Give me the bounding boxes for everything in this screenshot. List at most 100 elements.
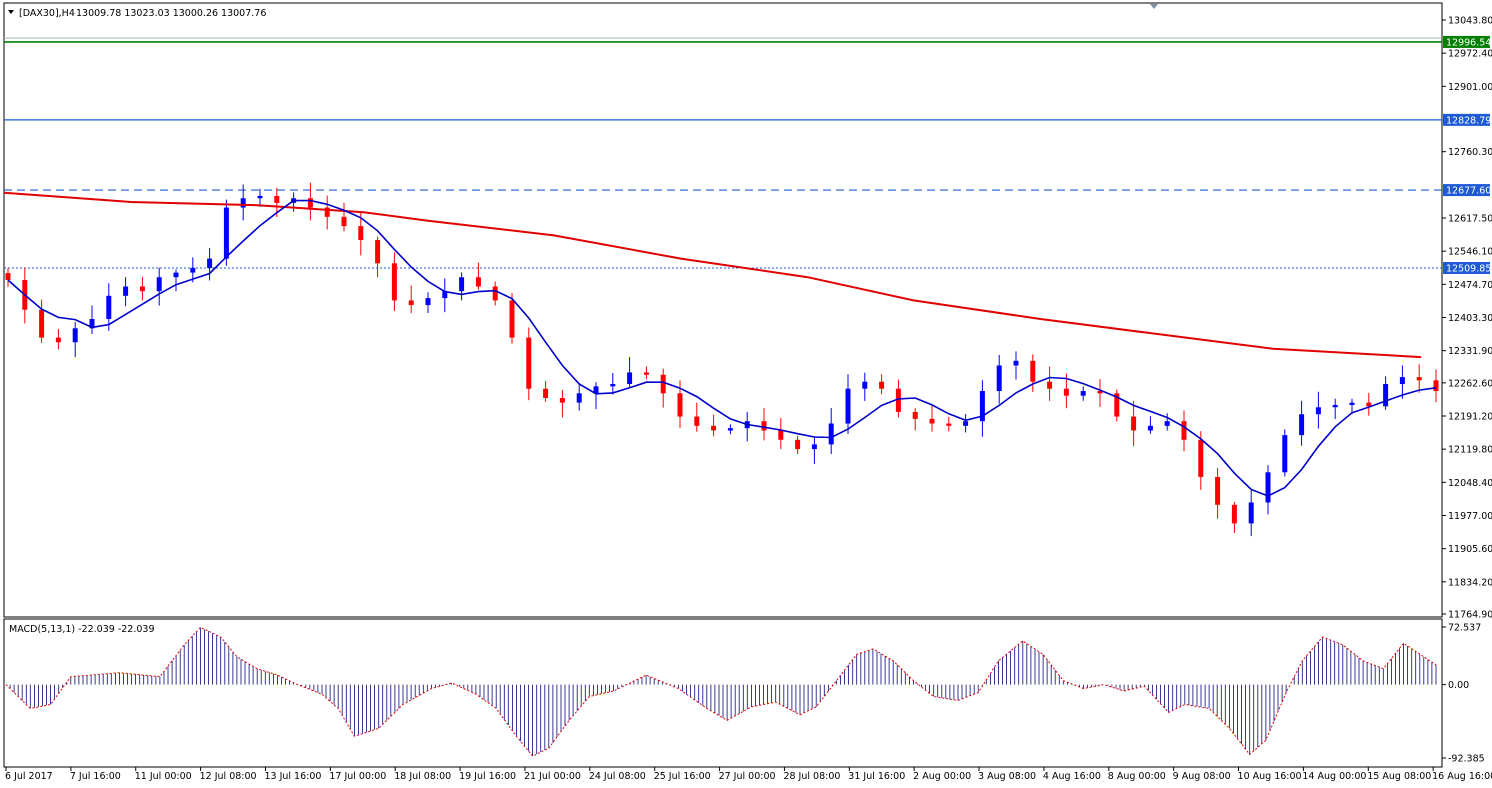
candle-body — [1080, 391, 1086, 396]
price-tick-label: 12901.00 — [1448, 82, 1492, 93]
candle-body — [1063, 388, 1069, 396]
candle-body — [711, 425, 717, 431]
time-tick-label: 11 Jul 00:00 — [135, 771, 192, 782]
time-tick-label: 25 Jul 16:00 — [654, 771, 711, 782]
time-tick-label: 24 Jul 08:00 — [589, 771, 646, 782]
level-price-label: 12509.85 — [1446, 263, 1491, 274]
candle-body — [795, 439, 801, 450]
candle-body — [811, 444, 817, 450]
candle-body — [408, 300, 414, 306]
candle-body — [442, 291, 448, 299]
price-tick-label: 12474.70 — [1448, 280, 1492, 291]
time-tick-label: 17 Jul 00:00 — [329, 771, 386, 782]
candle-body — [1181, 421, 1187, 440]
macd-histogram — [5, 627, 1437, 757]
candle-body — [1282, 435, 1288, 473]
candle-body — [778, 430, 784, 440]
level-price-label: 12996.54 — [1446, 37, 1491, 48]
time-tick-label: 7 Jul 16:00 — [70, 771, 121, 782]
price-tick-label: 12972.40 — [1448, 49, 1492, 60]
candle-body — [828, 423, 834, 445]
candle-body — [341, 216, 347, 227]
candle-body — [1265, 472, 1271, 503]
time-tick-label: 6 Jul 2017 — [5, 771, 53, 782]
price-tick-label: 12403.30 — [1448, 313, 1492, 324]
candle-body — [1215, 476, 1221, 505]
price-tick-label: 11905.60 — [1448, 544, 1492, 555]
candle-body — [89, 319, 95, 329]
time-tick-label: 16 Aug 16:00 — [1432, 771, 1492, 782]
candle-body — [509, 300, 515, 338]
candle-body — [274, 195, 280, 203]
time-tick-label: 9 Aug 08:00 — [1173, 771, 1231, 782]
candle-body — [1332, 404, 1338, 408]
price-tick-label: 12191.20 — [1448, 412, 1492, 423]
macd-label: MACD(5,13,1) -22.039 -22.039 — [9, 624, 154, 635]
candle-body — [492, 286, 498, 301]
candle-body — [1097, 391, 1103, 394]
ma-fast-layer — [7, 199, 1437, 497]
candle-body — [996, 365, 1002, 392]
candle-body — [1349, 402, 1355, 405]
candle-body — [593, 386, 599, 394]
time-tick-label: 18 Jul 08:00 — [394, 771, 451, 782]
candle-body — [694, 416, 700, 426]
candle-body — [912, 411, 918, 419]
candle-body — [1299, 414, 1305, 436]
time-tick-label: 31 Jul 16:00 — [848, 771, 905, 782]
candle-body — [1164, 421, 1170, 426]
time-tick-label: 4 Aug 16:00 — [1043, 771, 1101, 782]
candle-body — [862, 381, 868, 389]
macd-tick-label: -92.385 — [1448, 754, 1485, 765]
candle-body — [1147, 425, 1153, 431]
level-price-label: 12828.79 — [1446, 115, 1491, 126]
candle-body — [324, 207, 330, 217]
macd-tick-label: 0.00 — [1448, 680, 1469, 691]
candle-body — [1030, 360, 1036, 382]
level-price-label: 12677.60 — [1446, 186, 1491, 197]
triangle-down-icon[interactable] — [8, 10, 14, 14]
candle-body — [223, 207, 229, 259]
chart-shift-marker-icon[interactable] — [1150, 4, 1158, 9]
level-price-box — [1443, 184, 1490, 197]
macd-signal-line — [5, 626, 1437, 757]
candle-body — [106, 295, 112, 320]
candle-body — [946, 423, 952, 426]
ohlc-values: 13009.78 13023.03 13000.26 13007.76 — [76, 8, 266, 19]
candle-body — [526, 337, 532, 389]
candle-body — [1013, 360, 1019, 366]
level-price-box — [1443, 113, 1490, 126]
level-price-box — [1443, 35, 1490, 48]
candle-body — [761, 421, 767, 431]
time-tick-label: 19 Jul 16:00 — [459, 771, 516, 782]
candle-body — [72, 328, 78, 343]
macd-signal-layer — [5, 626, 1437, 757]
candle-body — [1198, 439, 1204, 477]
candle-body — [543, 388, 549, 398]
price-tick-label: 11977.00 — [1448, 511, 1492, 522]
ma-slow-layer — [3, 191, 1422, 359]
time-tick-label: 13 Jul 16:00 — [264, 771, 321, 782]
candle-body — [39, 309, 45, 338]
candle-body — [173, 272, 179, 278]
candle-body — [257, 195, 263, 199]
level-price-box — [1443, 261, 1490, 274]
candle-body — [1416, 377, 1422, 381]
candle-body — [156, 277, 162, 292]
time-tick-label: 8 Aug 00:00 — [1108, 771, 1166, 782]
candle-body — [727, 428, 733, 431]
price-axis: 13043.80 12972.40 12901.00 12760.30 12617.50… — [1442, 16, 1492, 621]
candle-body — [677, 393, 683, 417]
candle-body — [979, 391, 985, 422]
candle-body — [55, 337, 61, 343]
candle-body — [475, 277, 481, 287]
candle-body — [845, 388, 851, 424]
candle-body — [358, 226, 364, 241]
candle-body — [307, 198, 313, 208]
price-tick-label: 11764.90 — [1448, 610, 1492, 621]
price-tick-label: 12760.30 — [1448, 147, 1492, 158]
time-tick-label: 15 Aug 08:00 — [1367, 771, 1431, 782]
candle-body — [1383, 384, 1389, 407]
candle-body — [963, 421, 969, 426]
